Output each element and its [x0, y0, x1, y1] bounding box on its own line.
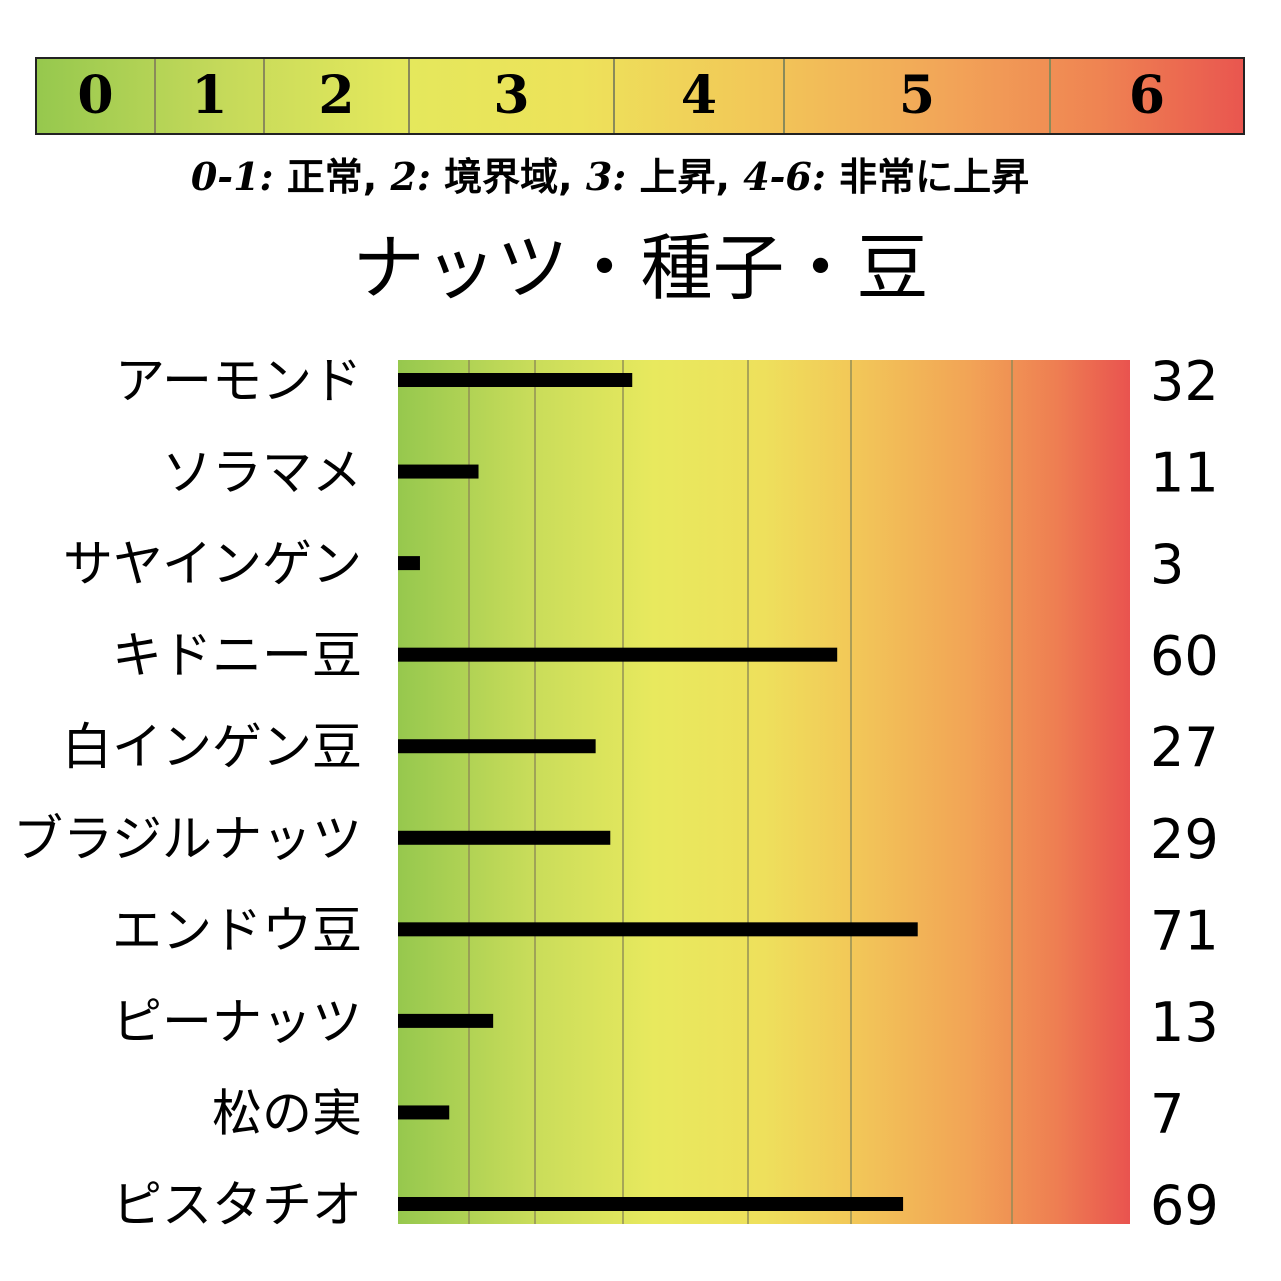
- bar: [398, 1197, 904, 1211]
- category-label: キドニー豆: [112, 627, 362, 685]
- scale-cell-2: 2: [263, 59, 408, 133]
- category-label: ピスタチオ: [112, 1176, 362, 1234]
- value-label: 3: [1150, 533, 1184, 596]
- value-label: 27: [1150, 716, 1219, 779]
- bar: [398, 922, 918, 937]
- value-label: 7: [1150, 1082, 1184, 1145]
- value-label: 71: [1150, 899, 1219, 962]
- scale-cell-3: 3: [408, 59, 613, 133]
- value-label: 13: [1150, 991, 1219, 1054]
- scale-number: 0: [77, 65, 114, 126]
- bar: [398, 1105, 450, 1120]
- scale-number: 3: [493, 65, 530, 126]
- legend-meaning-0: 正常,: [273, 155, 391, 199]
- value-label: 29: [1150, 808, 1219, 871]
- legend-range-3: 4-6:: [743, 154, 826, 199]
- legend-meaning-3: 非常に上昇: [825, 155, 1030, 199]
- chart-title: ナッツ・種子・豆: [352, 226, 929, 310]
- bar: [398, 373, 633, 387]
- category-label: アーモンド: [115, 352, 362, 410]
- scale-cell-6: 6: [1049, 59, 1243, 133]
- scale-number: 2: [318, 65, 355, 126]
- scale-cell-1: 1: [154, 59, 263, 133]
- category-label: エンドウ豆: [112, 901, 362, 959]
- category-label: 松の実: [212, 1084, 362, 1142]
- legend-meaning-1: 境界域,: [430, 155, 586, 199]
- chart-background: [398, 360, 1130, 1224]
- legend-meaning-2: 上昇,: [626, 155, 744, 199]
- scale-cell-0: 0: [37, 59, 154, 133]
- value-label: 69: [1150, 1174, 1219, 1237]
- legend-range-0: 0-1:: [190, 154, 274, 199]
- scale-cell-5: 5: [783, 59, 1049, 133]
- scale-number: 5: [898, 65, 936, 126]
- scale-cell-4: 4: [613, 59, 783, 133]
- category-label: サヤインゲン: [63, 535, 362, 593]
- legend-description: 0-1: 正常, 2: 境界域, 3: 上昇, 4-6: 非常に上昇: [0, 146, 1220, 201]
- scale-number: 6: [1128, 65, 1166, 126]
- bar: [398, 647, 838, 662]
- scale-number: 4: [680, 65, 718, 126]
- bar: [398, 556, 420, 571]
- scale-bar: 0 1 2 3 4 5 6: [35, 57, 1245, 135]
- value-label: 11: [1150, 442, 1219, 505]
- legend-range-2: 3:: [585, 154, 627, 199]
- value-label: 32: [1150, 350, 1219, 413]
- bar: [398, 830, 611, 845]
- category-label: ソラマメ: [162, 444, 362, 502]
- legend-range-1: 2:: [390, 154, 431, 199]
- bar: [398, 1013, 494, 1028]
- category-label: 白インゲン豆: [62, 718, 362, 776]
- bar: [398, 739, 596, 754]
- scale-number: 1: [191, 65, 228, 126]
- value-label: 60: [1150, 625, 1219, 688]
- bar: [398, 464, 479, 479]
- category-label: ピーナッツ: [112, 993, 362, 1051]
- category-label: ブラジルナッツ: [13, 810, 362, 868]
